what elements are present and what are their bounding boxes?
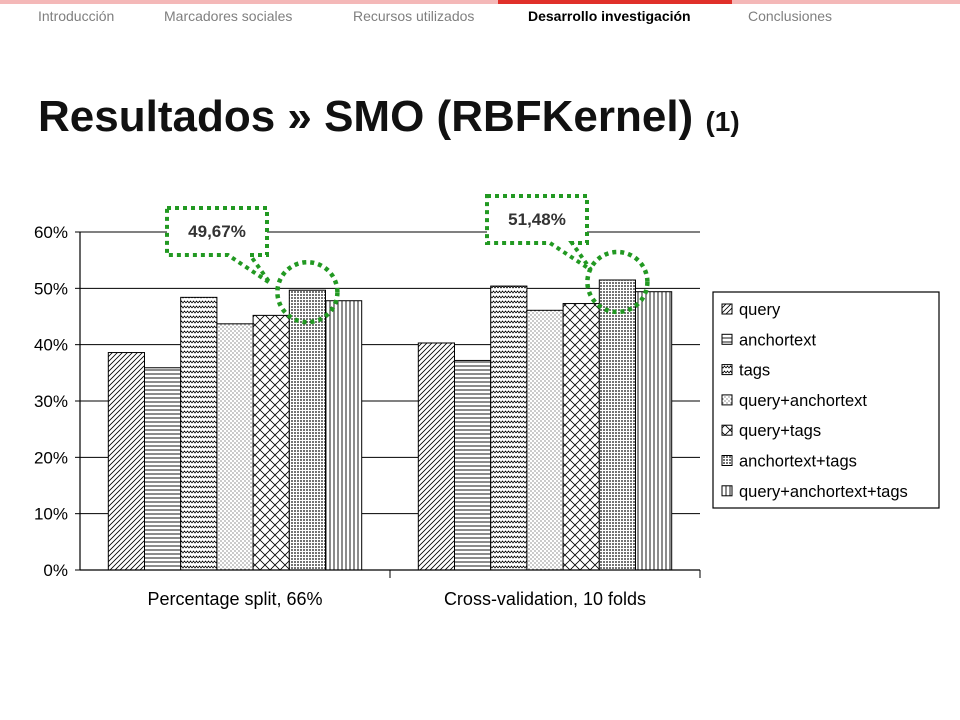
legend-swatch bbox=[721, 364, 733, 376]
legend-label: query bbox=[739, 301, 781, 319]
bar-anchortext-tags-cat0 bbox=[288, 289, 326, 571]
y-tick-label: 40% bbox=[34, 336, 68, 355]
nav-item-marcadores-sociales[interactable]: Marcadores sociales bbox=[164, 8, 293, 24]
bar-anchortext-cat0 bbox=[144, 367, 182, 571]
page-title-suffix: (1) bbox=[705, 106, 740, 137]
callout-label: 49,67% bbox=[188, 222, 246, 241]
page-title: Resultados » SMO (RBFKernel) (1) bbox=[38, 92, 740, 142]
bar-anchortext-tags-cat1 bbox=[598, 279, 636, 571]
y-tick-label: 60% bbox=[34, 223, 68, 242]
y-tick-label: 10% bbox=[34, 505, 68, 524]
bar-query-tags-cat0 bbox=[252, 314, 290, 571]
legend-swatch bbox=[721, 333, 733, 345]
bar-tags-cat0 bbox=[180, 296, 218, 571]
x-category-label: Cross-validation, 10 folds bbox=[444, 589, 646, 609]
y-tick-label: 50% bbox=[34, 279, 68, 298]
highlight-circle bbox=[585, 249, 650, 315]
y-tick-label: 0% bbox=[43, 561, 68, 580]
bar-query-anchortext-cat1 bbox=[526, 309, 564, 571]
y-tick-label: 20% bbox=[34, 448, 68, 467]
legend-label: query+anchortext bbox=[739, 392, 867, 410]
bar-query-anchortext-cat0 bbox=[216, 323, 254, 571]
callout-box bbox=[165, 206, 272, 285]
legend-swatch bbox=[721, 394, 733, 406]
legend-swatch bbox=[721, 424, 733, 436]
nav-item-desarrollo-investigacion[interactable]: Desarrollo investigación bbox=[528, 8, 691, 24]
chart-legend: query anchortext tags query+anchortext query… bbox=[712, 291, 940, 509]
bar-anchortext-cat1 bbox=[454, 359, 492, 571]
legend-label: tags bbox=[739, 362, 770, 380]
nav-item-introduccion[interactable]: Introducción bbox=[38, 8, 115, 24]
highlight-circle bbox=[275, 259, 340, 325]
chart-axes: 0% 10% 20% 30% 40% 50% 60% Percentage split, 66… bbox=[34, 223, 701, 609]
nav-progress-bar bbox=[0, 0, 960, 4]
nav-active-indicator bbox=[498, 0, 732, 4]
bar-query-tags-cat1 bbox=[562, 303, 600, 571]
y-tick-label: 30% bbox=[34, 392, 68, 411]
top-navigation: Introducción Marcadores sociales Recurso… bbox=[0, 0, 960, 36]
x-category-label: Percentage split, 66% bbox=[147, 589, 322, 609]
nav-item-recursos-utilizados[interactable]: Recursos utilizados bbox=[353, 8, 475, 24]
legend-swatch bbox=[721, 303, 733, 315]
chart-annotations: 49,67% 51,48% bbox=[165, 194, 650, 325]
bar-query-cat1 bbox=[417, 342, 455, 571]
callout-label: 51,48% bbox=[508, 210, 566, 229]
legend-label: anchortext bbox=[739, 331, 816, 349]
legend-label: query+anchortext+tags bbox=[739, 483, 908, 501]
page-title-text: Resultados » SMO (RBFKernel) bbox=[38, 92, 694, 141]
legend-label: anchortext+tags bbox=[739, 453, 857, 471]
bar-query-cat0 bbox=[107, 352, 146, 571]
legend-swatch bbox=[721, 455, 733, 466]
bar-query-anchortext-tags-cat0 bbox=[325, 300, 363, 571]
chart-bars bbox=[107, 279, 673, 571]
legend-swatch bbox=[721, 485, 733, 497]
bar-tags-cat1 bbox=[490, 285, 528, 571]
legend-box bbox=[712, 291, 940, 509]
bar-query-anchortext-tags-cat1 bbox=[635, 291, 673, 571]
nav-item-conclusiones[interactable]: Conclusiones bbox=[748, 8, 833, 24]
legend-label: query+tags bbox=[739, 422, 821, 440]
callout-box bbox=[485, 194, 593, 272]
